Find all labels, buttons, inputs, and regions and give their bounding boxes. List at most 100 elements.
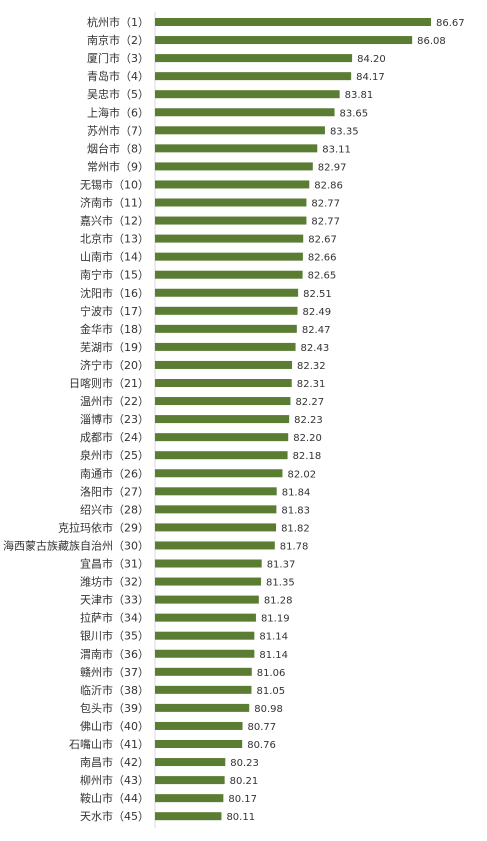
bar: [155, 577, 262, 586]
data-label: 86.67: [436, 18, 465, 29]
data-label: 82.43: [301, 343, 330, 354]
bar: [155, 685, 252, 694]
category-label: 温州市（22）: [80, 394, 149, 408]
data-label: 82.77: [311, 199, 340, 210]
category-label: 芜湖市（19）: [80, 340, 149, 354]
bar: [155, 360, 293, 369]
data-label: 83.35: [330, 126, 359, 137]
data-label: 80.17: [228, 794, 257, 805]
bar: [155, 36, 413, 45]
bar: [155, 740, 243, 748]
data-label: 82.49: [302, 307, 331, 318]
category-label: 柳州市（43）: [80, 773, 149, 787]
category-label: 泉州市（25）: [80, 448, 149, 462]
bar: [155, 487, 277, 496]
data-label: 82.18: [293, 451, 322, 462]
category-label: 常州市（9）: [87, 159, 149, 173]
category-label: 嘉兴市（12）: [80, 214, 149, 228]
bar: [155, 180, 310, 189]
data-label: 82.47: [302, 325, 331, 336]
category-label: 南京市（2）: [87, 33, 149, 47]
category-label: 绍兴市（28）: [80, 502, 149, 516]
category-label: 临沂市（38）: [80, 683, 149, 697]
category-label: 青岛市（4）: [87, 69, 149, 83]
bar: [155, 288, 299, 297]
data-label: 82.20: [293, 433, 322, 444]
category-label: 赣州市（37）: [80, 665, 149, 679]
category-label: 济南市（11）: [80, 196, 149, 210]
category-label: 天水市（45）: [80, 809, 149, 823]
data-label: 81.35: [266, 578, 295, 589]
data-label: 81.83: [281, 505, 310, 516]
category-label: 天津市（33）: [80, 593, 149, 607]
bar: [155, 613, 256, 622]
data-label: 82.27: [295, 397, 324, 408]
data-label: 80.76: [247, 740, 276, 751]
bar: [155, 595, 259, 604]
data-label: 83.65: [340, 108, 369, 119]
category-label: 杭州市（1）: [87, 15, 149, 29]
data-label: 81.28: [264, 596, 293, 607]
data-label: 82.65: [308, 271, 337, 282]
bar: [155, 72, 352, 81]
category-label: 厦门市（3）: [87, 51, 149, 65]
category-label: 银川市（35）: [80, 629, 149, 643]
bar: [155, 776, 225, 785]
bar: [155, 433, 289, 442]
data-label: 80.77: [248, 722, 277, 733]
bar: [155, 794, 224, 803]
data-label: 82.97: [318, 162, 347, 173]
category-label: 吴忠市（5）: [87, 87, 149, 101]
bar: [155, 721, 243, 730]
category-label: 金华市（18）: [80, 322, 149, 336]
category-label: 克拉玛依市（29）: [58, 520, 149, 534]
bar: [155, 126, 325, 135]
bar: [155, 758, 226, 767]
bar: [155, 397, 291, 406]
category-label: 日喀则市（21）: [69, 376, 149, 390]
data-label: 82.66: [308, 253, 337, 264]
bar: [155, 523, 277, 532]
data-label: 81.37: [267, 560, 296, 571]
bar: [155, 541, 275, 550]
bar: [155, 631, 255, 640]
bar: [155, 90, 340, 99]
bar: [155, 216, 307, 225]
bar: [155, 234, 304, 243]
category-label: 南宁市（15）: [80, 268, 149, 282]
data-label: 80.21: [230, 776, 259, 787]
bar: [155, 451, 288, 460]
category-label: 北京市（13）: [80, 232, 149, 246]
bar: [155, 342, 296, 351]
category-label: 成都市（24）: [80, 430, 149, 444]
category-label: 渭南市（36）: [80, 647, 149, 661]
category-label: 山南市（14）: [80, 250, 149, 264]
category-label: 上海市（6）: [87, 105, 149, 119]
data-label: 84.17: [356, 72, 385, 83]
category-label: 洛阳市（27）: [80, 484, 149, 498]
category-label: 苏州市（7）: [87, 123, 149, 137]
category-label: 沈阳市（16）: [80, 286, 149, 300]
category-label: 南昌市（42）: [80, 755, 149, 769]
category-label: 佛山市（40）: [80, 719, 149, 733]
category-label: 南通市（26）: [80, 466, 149, 480]
data-label: 81.82: [281, 523, 310, 534]
bar: [155, 505, 277, 514]
bar: [155, 379, 292, 387]
data-label: 81.78: [280, 541, 309, 552]
data-label: 81.14: [259, 632, 288, 643]
data-label: 83.81: [345, 90, 374, 101]
data-label: 82.02: [287, 469, 316, 480]
category-label: 淄博市（23）: [80, 412, 149, 426]
data-label: 82.86: [314, 180, 343, 191]
data-label: 84.20: [357, 54, 386, 65]
bar: [155, 324, 297, 333]
category-label: 潍坊市（32）: [80, 575, 149, 589]
category-label: 拉萨市（34）: [80, 611, 149, 625]
category-label: 济宁市（20）: [80, 358, 149, 372]
data-label: 81.14: [259, 650, 288, 661]
data-label: 83.11: [322, 144, 351, 155]
data-label: 82.32: [297, 361, 326, 372]
bar: [155, 270, 303, 279]
